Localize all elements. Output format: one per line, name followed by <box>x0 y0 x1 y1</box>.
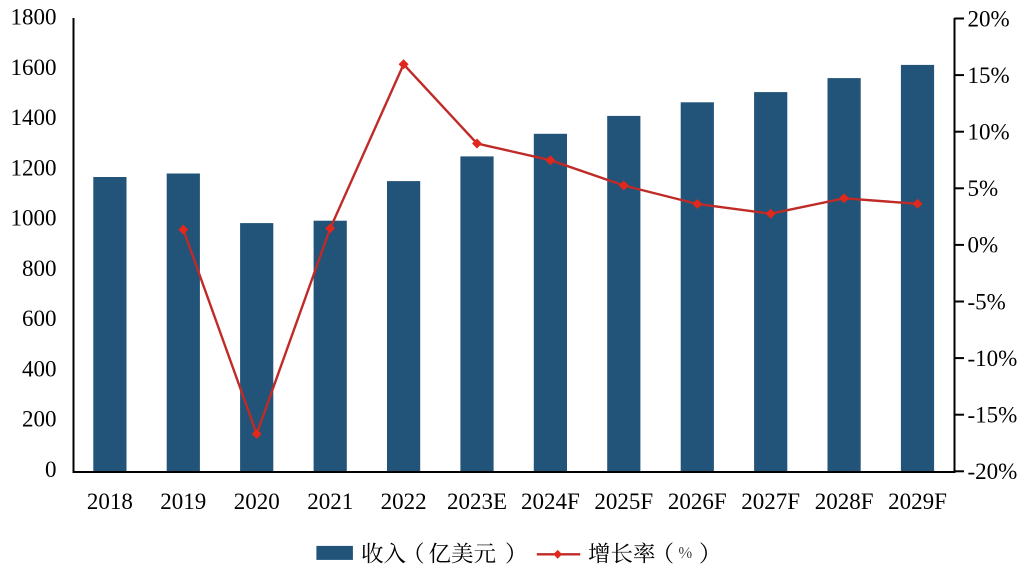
svg-text:-15%: -15% <box>968 403 1018 428</box>
svg-text:2023E: 2023E <box>447 489 507 514</box>
svg-text:200: 200 <box>22 407 57 432</box>
svg-text:2029F: 2029F <box>888 489 947 514</box>
svg-text:1800: 1800 <box>11 5 57 30</box>
svg-text:2018: 2018 <box>87 489 133 514</box>
svg-text:1000: 1000 <box>11 206 57 231</box>
svg-text:2019: 2019 <box>160 489 206 514</box>
svg-text:15%: 15% <box>968 63 1010 88</box>
svg-text:1200: 1200 <box>11 155 57 180</box>
svg-text:2024F: 2024F <box>521 489 580 514</box>
svg-text:0%: 0% <box>968 233 999 258</box>
svg-text:5%: 5% <box>968 176 999 201</box>
svg-text:400: 400 <box>22 356 57 381</box>
svg-text:600: 600 <box>22 306 57 331</box>
svg-text:2027F: 2027F <box>741 489 800 514</box>
svg-text:0: 0 <box>45 457 57 482</box>
svg-text:2028F: 2028F <box>815 489 874 514</box>
svg-text:-10%: -10% <box>968 346 1018 371</box>
svg-text:-5%: -5% <box>968 289 1006 314</box>
svg-text:2021: 2021 <box>307 489 353 514</box>
svg-text:10%: 10% <box>968 120 1010 145</box>
svg-text:20%: 20% <box>968 6 1010 31</box>
svg-text:2022: 2022 <box>381 489 427 514</box>
svg-text:-20%: -20% <box>968 459 1018 484</box>
svg-text:2020: 2020 <box>234 489 280 514</box>
svg-text:2026F: 2026F <box>668 489 727 514</box>
svg-text:2025F: 2025F <box>594 489 653 514</box>
svg-text:1400: 1400 <box>11 105 57 130</box>
svg-text:800: 800 <box>22 256 57 281</box>
svg-text:1600: 1600 <box>11 55 57 80</box>
